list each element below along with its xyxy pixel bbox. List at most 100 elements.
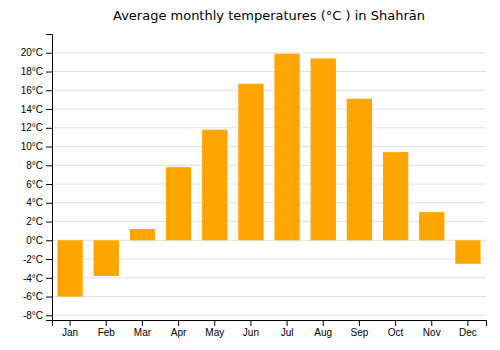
grid-line <box>52 109 486 110</box>
x-tick-label: Jul <box>281 327 294 338</box>
x-tick: Nov <box>423 320 441 338</box>
x-tick: Mar <box>134 320 152 338</box>
y-tick-label: 8°C <box>26 160 43 171</box>
y-tick-label: 6°C <box>26 179 43 190</box>
plot: Jan Feb Mar Apr May Jun Jul Aug Sep Oct Nov Dec -8°C… <box>21 35 487 339</box>
y-tick-mark <box>46 90 52 91</box>
x-tick-mark <box>431 320 432 326</box>
x-tick-label: Apr <box>171 327 187 338</box>
y-tick: 14°C <box>21 104 52 115</box>
y-tick-label: -2°C <box>23 254 43 265</box>
x-tick-mark <box>70 320 71 326</box>
y-tick-mark <box>46 147 52 148</box>
x-tick-label: Mar <box>134 327 152 338</box>
x-tick-label: Oct <box>388 327 404 338</box>
x-tick-label: Nov <box>423 327 441 338</box>
y-tick-label: -6°C <box>23 291 43 302</box>
grid <box>52 53 486 316</box>
grid-line <box>52 202 486 203</box>
x-tick-label: Sep <box>351 327 369 338</box>
bar <box>202 130 227 241</box>
x-tick-mark <box>178 320 179 326</box>
y-tick-mark <box>46 222 52 223</box>
x-tick-mark <box>395 320 396 326</box>
x-tick-mark <box>142 320 143 326</box>
bar <box>419 212 444 240</box>
y-tick: 20°C <box>21 47 52 58</box>
bars <box>57 54 480 297</box>
y-tick-mark <box>46 259 52 260</box>
x-tick: Aug <box>314 320 332 338</box>
x-tick: Feb <box>98 320 116 338</box>
grid-line <box>52 71 486 72</box>
y-tick-mark <box>46 184 52 185</box>
x-tick: Sep <box>351 320 369 338</box>
y-tick-mark <box>46 315 52 316</box>
y-tick-label: -8°C <box>23 310 43 321</box>
x-tick-label: May <box>205 327 224 338</box>
x-tick-mark <box>467 320 468 326</box>
y-tick-label: 18°C <box>21 66 43 77</box>
y-tick-label: 14°C <box>21 104 43 115</box>
grid-line <box>52 296 486 297</box>
x-axis: Jan Feb Mar Apr May Jun Jul Aug Sep Oct Nov Dec <box>53 320 487 338</box>
x-axis-line <box>53 321 487 327</box>
x-tick: May <box>205 320 224 338</box>
y-tick: 2°C <box>26 216 52 227</box>
y-axis-line <box>46 35 53 321</box>
x-tick: Oct <box>388 320 404 338</box>
y-tick-mark <box>46 165 52 166</box>
bar <box>238 84 263 241</box>
y-tick-mark <box>46 240 52 241</box>
y-tick: 8°C <box>26 160 52 171</box>
y-tick-mark <box>46 297 52 298</box>
x-tick-label: Dec <box>459 327 477 338</box>
grid-line <box>52 90 486 91</box>
y-tick: 4°C <box>26 197 52 208</box>
grid-line <box>52 146 486 147</box>
y-tick-mark <box>46 109 52 110</box>
y-tick-label: 2°C <box>26 216 43 227</box>
x-tick-mark <box>323 320 324 326</box>
bar <box>455 240 480 263</box>
y-tick: 10°C <box>21 141 52 152</box>
y-tick-label: 4°C <box>26 197 43 208</box>
y-tick-mark <box>46 278 52 279</box>
y-tick-label: 20°C <box>21 47 43 58</box>
grid-line <box>52 52 486 53</box>
y-tick: 0°C <box>26 235 52 246</box>
x-tick-label: Aug <box>314 327 332 338</box>
y-tick-label: 10°C <box>21 141 43 152</box>
y-axis: -8°C -6°C -4°C -2°C 0°C 2°C 4°C 6°C 8°C 10°C 12°C 1… <box>21 35 53 322</box>
bar <box>166 167 191 240</box>
x-tick-mark <box>359 320 360 326</box>
x-tick: Jul <box>281 320 294 338</box>
y-tick: -8°C <box>23 310 52 321</box>
bar <box>94 240 119 276</box>
grid-line <box>52 184 486 185</box>
bar <box>347 99 372 241</box>
x-tick: Dec <box>459 320 477 338</box>
y-tick: 16°C <box>21 85 52 96</box>
y-tick: -6°C <box>23 291 52 302</box>
y-tick: 6°C <box>26 179 52 190</box>
chart: Jan Feb Mar Apr May Jun Jul Aug Sep Oct Nov Dec -8°C… <box>0 0 500 350</box>
title: Average monthly temperatures (°C ) in Sh… <box>113 8 425 23</box>
grid-line <box>52 165 486 166</box>
y-tick-mark <box>46 53 52 54</box>
x-tick-mark <box>250 320 251 326</box>
y-tick-label: 12°C <box>21 122 43 133</box>
y-tick-label: -4°C <box>23 273 43 284</box>
grid-line <box>52 277 486 278</box>
bar <box>274 54 299 241</box>
x-tick-label: Jun <box>243 327 259 338</box>
bar <box>130 229 155 240</box>
x-tick-mark <box>214 320 215 326</box>
y-tick-label: 0°C <box>26 235 43 246</box>
x-tick: Jan <box>62 320 78 338</box>
grid-line <box>52 315 486 316</box>
y-tick-label: 16°C <box>21 85 43 96</box>
x-tick-label: Feb <box>98 327 116 338</box>
bar <box>383 152 408 240</box>
x-tick: Jun <box>243 320 259 338</box>
